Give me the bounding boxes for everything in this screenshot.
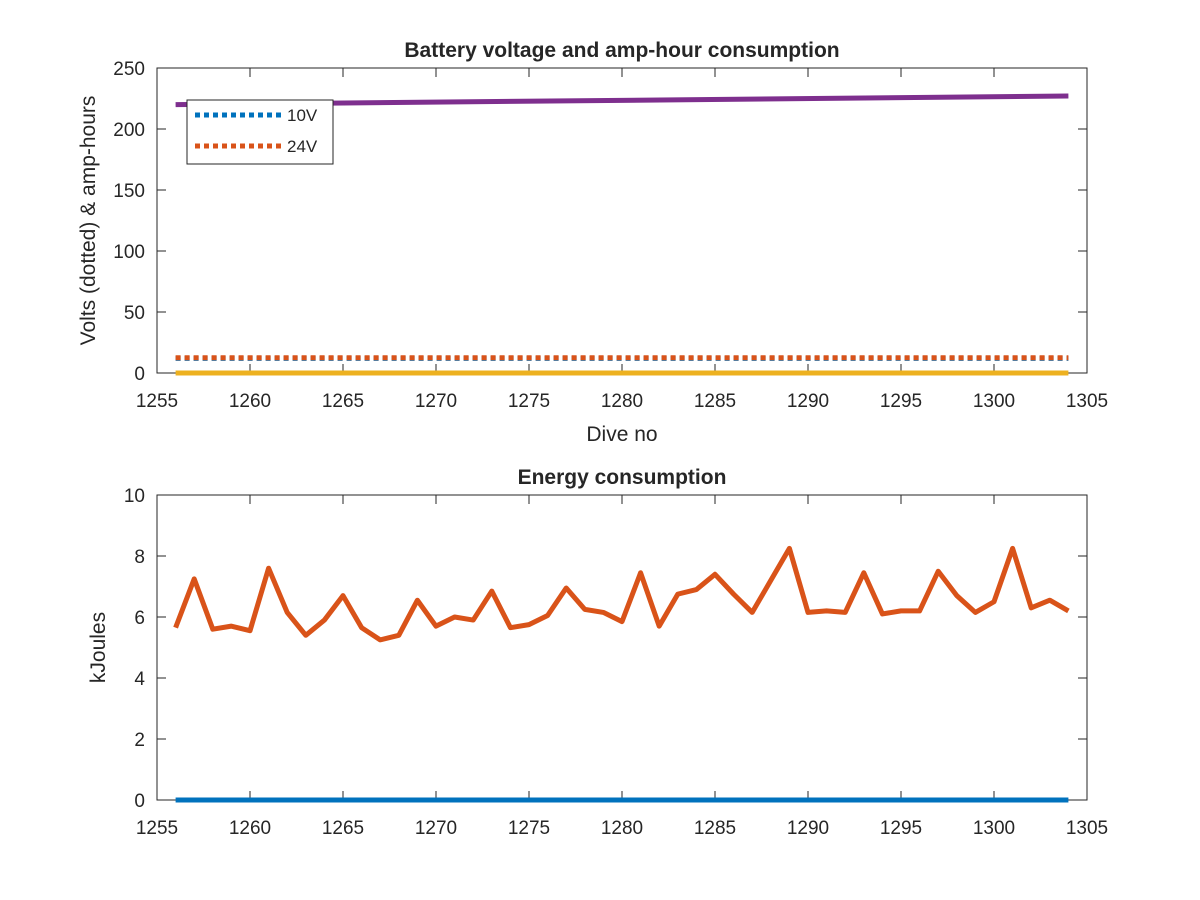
legend-label-10v: 10V — [287, 106, 318, 125]
battery-y-tick-label: 150 — [113, 181, 145, 202]
legend: 10V 24V — [186, 99, 334, 165]
battery-x-tick-label: 1275 — [508, 391, 550, 412]
energy-x-tick-label: 1265 — [322, 818, 364, 839]
battery-y-tick-label: 0 — [134, 364, 145, 385]
energy-x-tick-label: 1290 — [787, 818, 829, 839]
battery-x-tick-label: 1270 — [415, 391, 457, 412]
energy-y-tick-label: 2 — [134, 730, 145, 751]
battery-y-tick-label: 100 — [113, 242, 145, 263]
battery-x-tick-label: 1295 — [880, 391, 922, 412]
legend-label-24v: 24V — [287, 137, 318, 156]
battery-x-axis-label: Dive no — [586, 423, 657, 446]
energy-chart: 1255 1260 1265 1270 1275 1280 1285 1290 1295 1300… — [87, 466, 1108, 839]
legend-box — [186, 99, 334, 165]
energy-x-tick-label: 1295 — [880, 818, 922, 839]
battery-y-axis-label: Volts (dotted) & amp-hours — [77, 96, 100, 346]
battery-x-tick-label: 1280 — [601, 391, 643, 412]
battery-x-tick-label: 1265 — [322, 391, 364, 412]
battery-chart-title: Battery voltage and amp-hour consumption — [404, 39, 839, 62]
battery-x-tick-label: 1285 — [694, 391, 736, 412]
energy-x-tick-label: 1260 — [229, 818, 271, 839]
energy-x-tick-label: 1275 — [508, 818, 550, 839]
battery-y-tick-label: 250 — [113, 59, 145, 80]
energy-x-tick-label: 1285 — [694, 818, 736, 839]
battery-x-tick-label: 1255 — [136, 391, 178, 412]
energy-x-tick-label: 1305 — [1066, 818, 1108, 839]
battery-x-tick-label: 1290 — [787, 391, 829, 412]
energy-y-axis-label: kJoules — [87, 612, 110, 683]
battery-y-tick-label: 50 — [124, 303, 145, 324]
energy-y-tick-label: 0 — [134, 791, 145, 812]
energy-x-tick-label: 1270 — [415, 818, 457, 839]
energy-series-line-0 — [173, 545, 1070, 643]
energy-y-tick-label: 10 — [124, 486, 145, 507]
battery-x-tick-label: 1260 — [229, 391, 271, 412]
energy-x-tick-label: 1280 — [601, 818, 643, 839]
energy-x-tick-label: 1255 — [136, 818, 178, 839]
battery-x-tick-label: 1305 — [1066, 391, 1108, 412]
energy-y-tick-label: 8 — [134, 547, 145, 568]
energy-y-tick-label: 6 — [134, 608, 145, 629]
battery-y-tick-label: 200 — [113, 120, 145, 141]
energy-chart-title: Energy consumption — [518, 466, 727, 489]
battery-x-tick-label: 1300 — [973, 391, 1015, 412]
battery-chart: 1255 1260 1265 1270 1275 1280 1285 1290 1295 1300… — [77, 39, 1108, 446]
energy-x-tick-label: 1300 — [973, 818, 1015, 839]
energy-y-tick-label: 4 — [134, 669, 145, 690]
